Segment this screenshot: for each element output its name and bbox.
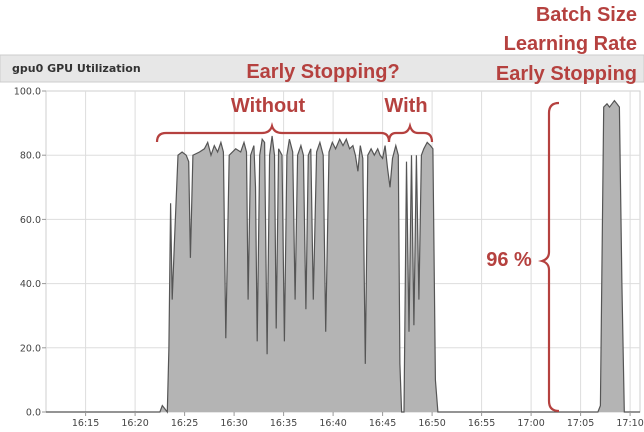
percent-label: 96 % [486,249,532,271]
x-tick-label: 16:50 [418,418,445,429]
annotations: Early Stopping? Without With 96 % Batch … [155,4,637,413]
x-tick-label: 16:25 [171,418,198,429]
without-brace [155,122,391,143]
with-label: With [384,95,427,117]
utilization-area [46,100,640,412]
x-tick-label: 16:40 [319,418,346,429]
y-axis-ticks: 0.0 20.0 40.0 60.0 80.0 100.0 [14,87,46,419]
x-tick-label: 17:00 [517,418,544,429]
x-tick-label: 16:45 [369,418,396,429]
x-tick-label: 17:10 [616,418,643,429]
x-tick-label: 16:15 [72,418,99,429]
batch-size-label: Batch Size [536,4,637,26]
x-tick-label: 16:55 [468,418,495,429]
early-stopping-label: Early Stopping [496,63,637,85]
x-axis-ticks: 16:15 16:20 16:25 16:30 16:35 16:40 16:45 16:50… [72,412,644,429]
y-tick-label: 20.0 [20,343,41,354]
y-tick-label: 40.0 [20,279,41,290]
x-tick-label: 16:35 [270,418,297,429]
x-tick-label: 16:30 [220,418,247,429]
without-label: Without [231,95,306,117]
utilization-line [46,99,640,414]
x-tick-label: 17:05 [567,418,594,429]
y-tick-label: 100.0 [14,87,41,98]
panel-title: gpu0 GPU Utilization [12,62,141,75]
y-tick-label: 60.0 [20,215,41,226]
percent-brace [538,101,560,413]
y-tick-label: 80.0 [20,151,41,162]
learning-rate-label: Learning Rate [504,33,637,55]
panel-header [0,54,644,83]
with-brace [387,122,434,143]
x-tick-label: 16:20 [121,418,148,429]
y-tick-label: 0.0 [26,408,41,419]
early-stopping-question: Early Stopping? [246,61,399,83]
